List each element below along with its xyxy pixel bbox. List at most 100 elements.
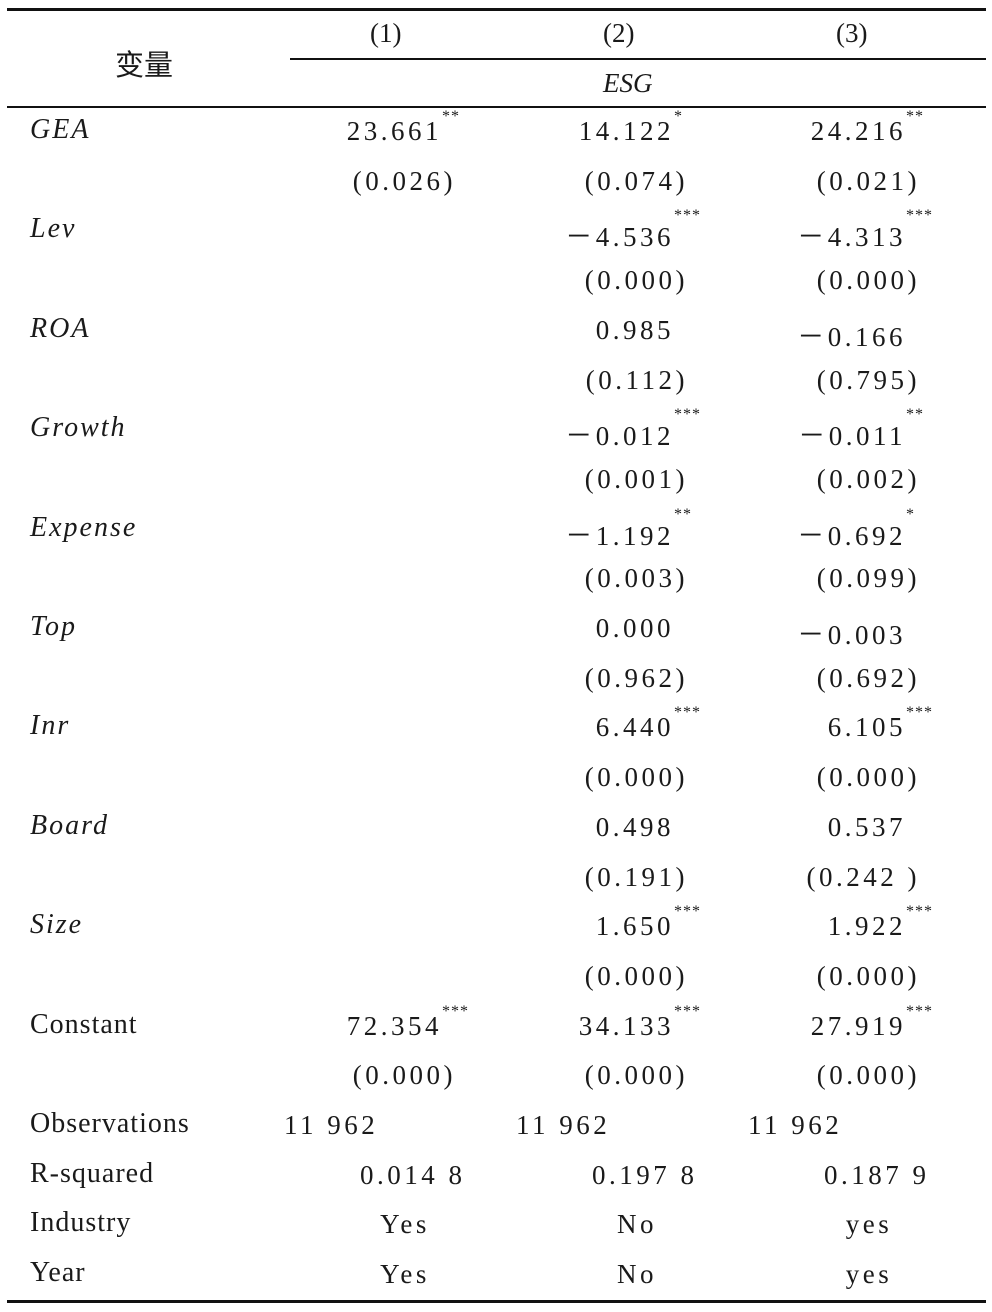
coefficient: －1.192 ** [565,505,692,551]
p-value-cell: (0.003) [516,563,748,603]
footer-cell: yes [753,1209,985,1249]
coefficient-cell: 6.440 *** [516,704,748,752]
table-row-pvalues: (0.962) (0.692) [0,655,992,705]
p-value: (0.026) [352,165,456,196]
coefficient-cell: －0.012 *** [516,406,748,454]
footer-cell: 11 962 [748,1110,980,1150]
variable-label: ROA [30,312,91,344]
p-value-cell: (0.000) [748,265,980,305]
footer-cell: 11 962 [284,1110,516,1150]
significance-stars: * [906,505,915,523]
coefficient: －0.692 * [797,505,915,551]
significance-stars: ** [906,108,924,125]
footer-value: 0.187 9 [824,1159,930,1190]
footer-value: No [617,1259,657,1290]
p-value: (0.692) [816,662,920,693]
significance-stars: ** [442,108,460,125]
variable-label: Size [30,909,84,941]
table-row-pvalues: (0.003) (0.099) [0,555,992,605]
footer-cell: No [521,1259,753,1299]
coefficient-cell: 0.537 [748,812,980,852]
p-value: (0.000) [584,960,688,991]
table-row-pvalues: (0.191) (0.242 ) [0,854,992,904]
footer-cell: 0.014 8 [284,1160,516,1200]
footer-value: yes [845,1209,893,1240]
table-row: Inr 6.440 *** 6.105 *** [0,704,992,754]
footer-cell: Yes [289,1259,521,1299]
variable-header: 变量 [115,50,174,82]
p-value: (0.002) [816,463,920,494]
footer-value: 11 962 [516,1110,611,1140]
p-value-cell: (0.000) [516,265,748,305]
footer-value: No [617,1209,657,1240]
coefficient: －4.536 *** [565,207,701,253]
table-row: Growth －0.012 *** －0.011 ** [0,406,992,456]
coefficient: 0.498 [595,811,674,842]
p-value: (0.003) [584,563,688,594]
significance-stars: ** [674,505,692,523]
p-value: (0.000) [584,1060,688,1091]
p-value: (0.191) [584,861,688,892]
variable-label: GEA [30,114,91,145]
p-value-cell: (0.962) [516,663,748,703]
table-row: Lev －4.536 *** －4.313 *** [0,207,992,257]
p-value: (0.000) [584,265,688,296]
p-value-cell: (0.000) [748,1060,980,1100]
p-value: (0.242 ) [806,861,920,892]
significance-stars: *** [906,903,933,921]
coefficient: －0.166 [797,321,906,352]
p-value-cell: (0.021) [748,166,980,206]
variable-label: Constant [30,1008,138,1040]
footer-cell: 0.187 9 [748,1160,980,1200]
p-value-cell: (0.795) [748,365,980,405]
coefficient: 1.922 *** [827,903,933,942]
p-value: (0.000) [352,1060,456,1091]
footer-cell: yes [753,1259,985,1299]
coefficient-cell: 0.000 [516,613,748,653]
footer-cell: 11 962 [516,1110,748,1150]
footer-row: R-squared 0.014 8 0.197 8 0.187 9 [0,1152,992,1202]
dependent-variable: ESG [603,68,653,98]
p-value-cell: (0.692) [748,663,980,703]
p-value-cell: (0.002) [748,464,980,504]
coefficient: 6.105 *** [827,704,933,743]
p-value-cell: (0.000) [516,1060,748,1100]
coefficient: 1.650 *** [595,903,701,942]
footer-cell: No [521,1209,753,1249]
coefficient-cell: 1.922 *** [748,903,980,951]
variable-label: Inr [30,710,71,742]
row-label: R-squared [30,1157,155,1189]
p-value-cell: (0.074) [516,166,748,206]
p-value: (0.001) [584,463,688,494]
p-value: (0.099) [816,563,920,594]
footer-value: Yes [380,1259,430,1290]
table-row: Expense －1.192 ** －0.692 * [0,506,992,556]
footer-row: Industry Yes No yes [0,1201,992,1251]
variable-label: Expense [30,511,138,543]
p-value: (0.074) [584,165,688,196]
table-row-pvalues: (0.000) (0.000) [0,257,992,307]
table-row: Board 0.498 0.537 [0,804,992,854]
coefficient-cell: 0.498 [516,812,748,852]
table-row: Constant 72.354 *** 34.133 *** 27.919 *** [0,1003,992,1053]
significance-stars: *** [674,1002,701,1020]
footer-value: Yes [380,1209,430,1240]
coefficient-cell: 1.650 *** [516,903,748,951]
footer-value: yes [845,1259,893,1290]
p-value: (0.962) [584,662,688,693]
coefficient: 34.133 *** [578,1002,701,1041]
significance-stars: *** [674,207,701,225]
top-rule [7,8,986,11]
column-header-1: (1) [370,18,402,48]
bottom-rule [7,1300,986,1303]
p-value-cell: (0.099) [748,563,980,603]
significance-stars: * [674,108,683,125]
footer-value: 11 962 [284,1110,379,1140]
p-value-cell: (0.000) [516,762,748,802]
table-row-pvalues: (0.000) (0.000) (0.000) [0,1052,992,1102]
coefficient-cell: 14.122 * [516,108,748,156]
p-value-cell: (0.000) [748,762,980,802]
p-value: (0.795) [816,364,920,395]
coefficient: 24.216 ** [810,108,924,146]
coefficient-cell: 34.133 *** [516,1002,748,1051]
